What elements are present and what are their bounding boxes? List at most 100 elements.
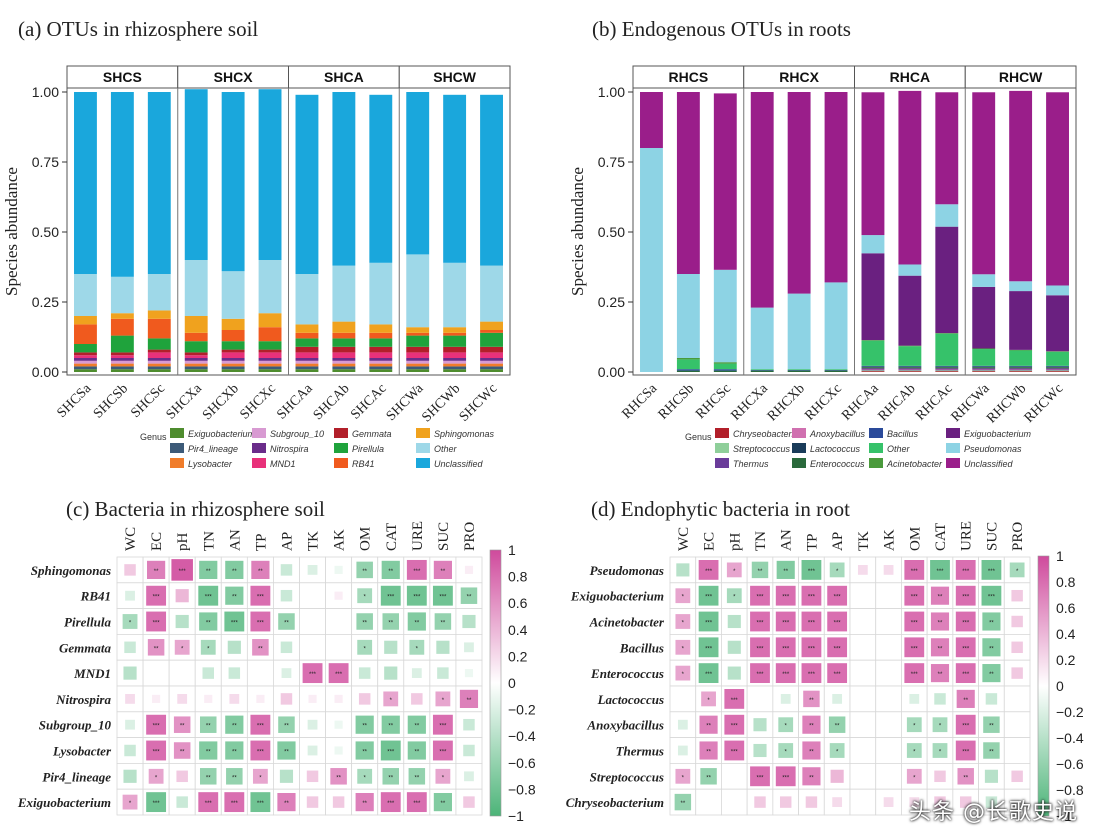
correlation-square [174,639,190,655]
significance-mark: ** [963,775,968,781]
colorbar-tick-label: 1 [1056,548,1064,564]
heatmap-cell [875,659,902,687]
bar-segment [295,369,319,372]
bar-segment [184,363,208,367]
significance-mark: * [181,646,184,652]
bar-segment [295,366,319,370]
y-axis-label: Species abundance [568,167,587,296]
correlation-square [224,611,245,632]
significance-mark: *** [231,621,239,627]
row-label: Sphingomonas [31,563,111,578]
correlation-square [827,663,848,683]
bar-segment [972,367,996,369]
significance-mark: ** [681,801,686,807]
significance-mark: ** [206,750,211,756]
heatmap-cell [875,685,902,713]
heatmap-cell [142,659,170,687]
legend-swatch [946,428,960,438]
bar-segment [258,363,282,367]
row-label: RB41 [80,589,111,604]
bar-segment [972,370,996,372]
significance-mark: ** [963,698,968,704]
correlation-square [982,664,1001,683]
facet-label: SHCS [103,69,142,85]
colorbar-tick-label: 0.6 [508,595,528,611]
x-tick-label: RHCSa [619,381,660,422]
legend-swatch [334,458,348,468]
significance-mark: *** [731,750,739,756]
correlation-square [226,768,243,785]
bar-segment [861,366,885,368]
x-tick-label: RHCWc [1022,381,1067,426]
x-tick-label: SHCSa [55,381,95,421]
bar-segment [258,327,282,342]
legend-swatch [869,458,883,468]
bar-segment [184,352,208,356]
column-label: TK [856,531,872,551]
correlation-square [280,693,293,705]
correlation-square [802,715,821,734]
heatmap-cell [721,763,748,790]
correlation-square [957,768,974,785]
significance-mark: *** [962,646,970,652]
y-tick-label: 1.00 [598,84,625,100]
significance-mark: ** [989,621,994,627]
bar-segment [443,363,467,367]
bar-segment [861,368,885,370]
legend-swatch [715,443,729,453]
legend-label: Subgroup_10 [270,429,324,439]
bar-segment [787,370,811,371]
correlation-square [356,613,373,630]
bar-segment [750,370,774,372]
significance-mark: ** [206,621,211,627]
bar-segment [332,92,356,266]
bar-segment [1046,92,1069,286]
correlation-square [779,796,792,808]
correlation-square [229,693,240,704]
correlation-square [357,639,373,655]
colorbar-tick-label: −0.4 [1056,730,1084,746]
significance-mark: * [207,646,210,652]
bar-segment [1009,369,1033,371]
heatmap-cell [875,608,902,635]
bar-segment [480,366,503,370]
bar-segment [443,332,467,336]
correlation-square [432,714,453,735]
row-label: Subgroup_10 [39,718,112,733]
correlation-square [955,714,976,735]
heatmap-cell [1003,685,1031,713]
y-tick-label: 0.75 [598,154,625,170]
significance-mark: *** [705,621,713,627]
significance-mark: *** [962,724,970,730]
significance-mark: ** [232,775,237,781]
correlation-square [124,564,136,576]
colorbar-tick-label: 0.2 [508,648,528,664]
correlation-square [358,693,371,705]
correlation-square [307,745,318,756]
bar-segment [972,371,996,372]
correlation-square [459,689,479,708]
significance-mark: *** [205,595,213,601]
legend-swatch [715,428,729,438]
correlation-square [801,637,822,658]
bar-segment [406,332,430,336]
heatmap-cell [299,685,326,713]
correlation-square [984,769,998,783]
significance-mark: ** [154,569,159,575]
column-label: AK [332,529,348,551]
bar-segment [258,260,282,314]
correlation-square [726,588,742,604]
correlation-square [955,560,976,580]
bar-segment [74,355,97,358]
correlation-square [750,637,770,658]
bar-segment [1046,367,1069,369]
bar-segment [110,369,134,372]
correlation-square [1011,589,1023,602]
correlation-square [698,637,719,658]
column-label: TK [306,531,322,551]
bar-segment [713,362,737,364]
correlation-square [801,560,822,580]
significance-mark: *** [911,672,919,678]
heatmap-cell [1003,737,1031,764]
